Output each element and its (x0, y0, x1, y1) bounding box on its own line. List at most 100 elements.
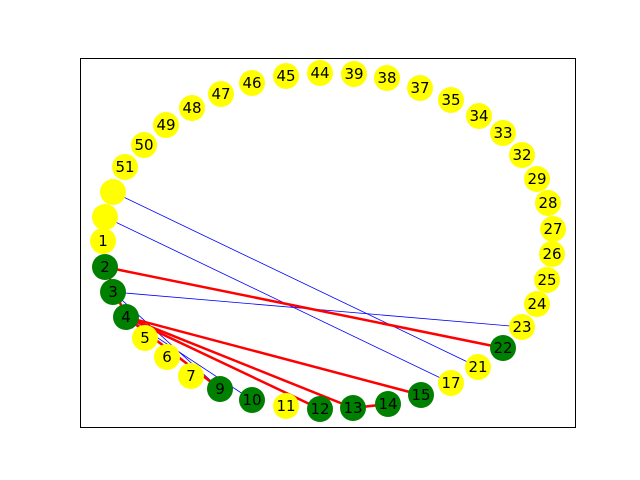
node-circle (438, 370, 464, 396)
node-label: 2 (100, 258, 110, 276)
node-circle (490, 120, 516, 146)
node-n-unl-a (100, 179, 126, 205)
edge-n4-n15 (125, 315, 422, 397)
node-circle (179, 95, 205, 121)
node-circle (438, 87, 464, 113)
node-circle (100, 279, 126, 305)
node-circle (534, 267, 560, 293)
node-circle (340, 395, 366, 421)
node-circle (131, 132, 157, 158)
edge-n-unl-b-n17 (104, 216, 452, 384)
node-n51: 51 (112, 154, 138, 180)
node-label: 26 (542, 245, 561, 263)
node-n3: 3 (100, 279, 126, 305)
node-label: 50 (134, 136, 153, 154)
node-circle (112, 154, 138, 180)
node-label: 47 (211, 85, 230, 103)
node-circle (178, 363, 204, 389)
node-circle (466, 103, 492, 129)
node-n10: 10 (239, 387, 265, 413)
node-n35: 35 (438, 87, 464, 113)
node-circle (341, 61, 367, 87)
node-n21: 21 (465, 354, 491, 380)
node-label: 5 (140, 329, 150, 347)
node-circle (132, 325, 158, 351)
node-n38: 38 (374, 65, 400, 91)
node-n32: 32 (509, 142, 535, 168)
node-label: 23 (512, 318, 531, 336)
node-circle (153, 112, 179, 138)
node-circle (154, 344, 180, 370)
node-label: 21 (468, 358, 487, 376)
node-label: 46 (242, 74, 261, 92)
edge-n4-n13 (125, 315, 354, 410)
node-label: 10 (242, 391, 261, 409)
node-label: 29 (527, 170, 546, 188)
node-circle (407, 75, 433, 101)
node-n50: 50 (131, 132, 157, 158)
node-n44: 44 (307, 60, 333, 86)
node-label: 35 (441, 91, 460, 109)
node-n49: 49 (153, 112, 179, 138)
node-circle (374, 65, 400, 91)
node-n14: 14 (375, 391, 401, 417)
node-label: 51 (115, 158, 134, 176)
node-n4: 4 (113, 304, 139, 330)
node-n22: 22 (490, 335, 516, 361)
node-label: 4 (121, 308, 131, 326)
node-circle (239, 70, 265, 96)
node-n17: 17 (438, 370, 464, 396)
node-circle (524, 166, 550, 192)
node-circle (207, 376, 233, 402)
node-label: 17 (441, 374, 460, 392)
node-n28: 28 (535, 190, 561, 216)
node-label: 13 (343, 399, 362, 417)
node-circle (92, 204, 118, 230)
node-label: 12 (310, 400, 329, 418)
edge-n2-n22 (104, 265, 504, 350)
node-n9: 9 (207, 376, 233, 402)
node-n27: 27 (540, 216, 566, 242)
node-n5: 5 (132, 325, 158, 351)
node-label: 34 (469, 107, 488, 125)
node-label: 37 (410, 79, 429, 97)
node-n37: 37 (407, 75, 433, 101)
node-circle (509, 142, 535, 168)
node-circle (307, 396, 333, 422)
node-label: 15 (411, 386, 430, 404)
node-label: 3 (108, 283, 118, 301)
node-n-unl-b (92, 204, 118, 230)
node-n11: 11 (273, 393, 299, 419)
node-n2: 2 (92, 254, 118, 280)
node-circle (535, 190, 561, 216)
node-n7: 7 (178, 363, 204, 389)
node-label: 33 (493, 124, 512, 142)
node-label: 44 (310, 64, 329, 82)
node-n25: 25 (534, 267, 560, 293)
node-n47: 47 (208, 81, 234, 107)
node-n39: 39 (341, 61, 367, 87)
node-label: 48 (182, 99, 201, 117)
edge-n-unl-a-n21 (112, 191, 479, 368)
node-n15: 15 (408, 382, 434, 408)
node-circle (273, 393, 299, 419)
node-circle (524, 291, 550, 317)
node-label: 32 (512, 146, 531, 164)
node-label: 45 (276, 67, 295, 85)
node-circle (375, 391, 401, 417)
node-label: 25 (537, 271, 556, 289)
node-label: 14 (378, 395, 397, 413)
node-circle (273, 63, 299, 89)
node-circle (113, 304, 139, 330)
node-circle (100, 179, 126, 205)
node-circle (539, 241, 565, 267)
node-n12: 12 (307, 396, 333, 422)
node-circle (92, 254, 118, 280)
node-n33: 33 (490, 120, 516, 146)
node-circle (465, 354, 491, 380)
node-n46: 46 (239, 70, 265, 96)
node-n48: 48 (179, 95, 205, 121)
node-n1: 1 (90, 228, 116, 254)
